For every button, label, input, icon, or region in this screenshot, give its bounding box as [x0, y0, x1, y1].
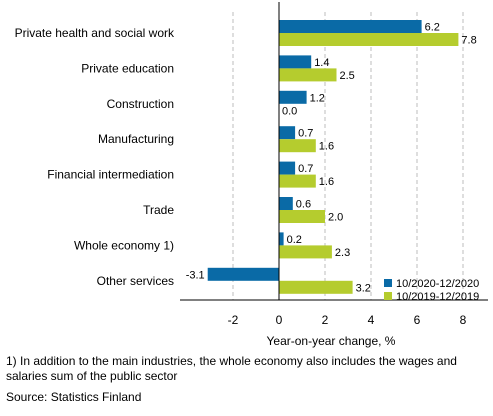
x-tick-label: 8	[460, 313, 467, 327]
bar	[279, 280, 353, 294]
data-label: 1.2	[310, 92, 325, 104]
data-label: 7.8	[461, 35, 476, 47]
bar	[279, 20, 422, 33]
x-axis-title: Year-on-year change, %	[267, 334, 396, 348]
x-tick-label: 2	[322, 313, 329, 327]
data-label: 1.4	[314, 57, 329, 69]
bar	[279, 197, 293, 210]
x-tick-label: 4	[368, 313, 375, 327]
data-label: 6.2	[425, 22, 440, 34]
data-label: 0.2	[287, 234, 302, 246]
bar	[279, 55, 312, 69]
data-label: 3.2	[356, 282, 371, 294]
bar	[279, 90, 307, 104]
legend-swatch	[384, 292, 392, 300]
data-label: 0.7	[298, 163, 313, 175]
bar	[279, 161, 296, 175]
legend-label: 10/2019-12/2019	[396, 291, 479, 303]
data-label: 0.0	[282, 105, 297, 117]
category-label: Financial intermediation	[47, 168, 174, 182]
category-labels: Private health and social work Private ed…	[15, 26, 175, 288]
data-label: -3.1	[186, 269, 205, 281]
category-label: Whole economy 1)	[74, 238, 174, 252]
source-note: Source: Statistics Finland	[6, 390, 142, 404]
bar	[279, 126, 296, 140]
data-label: 1.6	[319, 141, 334, 153]
data-label: 1.6	[319, 176, 334, 188]
data-label: 2.0	[328, 212, 343, 224]
bar	[279, 33, 459, 46]
bar	[279, 245, 332, 259]
legend-swatch	[384, 279, 392, 287]
bar	[279, 232, 284, 246]
data-label: 0.6	[296, 199, 311, 211]
bar	[279, 68, 337, 82]
category-label: Other services	[97, 274, 174, 288]
data-label: 0.7	[298, 128, 313, 140]
x-tick-label: 0	[276, 313, 283, 327]
data-label: 2.3	[335, 247, 350, 259]
category-label: Private health and social work	[15, 26, 175, 40]
legend-label: 10/2020-12/2020	[396, 278, 479, 290]
value-labels: 6.27.81.42.51.20.00.71.60.71.60.62.00.22…	[186, 22, 477, 295]
category-label: Trade	[143, 203, 174, 217]
bar-chart: Private health and social work Private ed…	[15, 2, 488, 348]
footnote: 1) In addition to the main industries, t…	[6, 354, 457, 383]
bar	[279, 139, 316, 153]
data-label: 2.5	[340, 70, 355, 82]
bars	[207, 20, 459, 294]
bar	[207, 267, 279, 281]
category-label: Construction	[107, 97, 174, 111]
bar	[279, 210, 325, 223]
bar	[279, 174, 316, 188]
x-axis: -2 0 2 4 6 8	[180, 2, 488, 327]
category-label: Private education	[81, 61, 174, 75]
x-tick-label: -2	[228, 313, 239, 327]
category-label: Manufacturing	[98, 132, 174, 146]
x-tick-label: 6	[414, 313, 421, 327]
